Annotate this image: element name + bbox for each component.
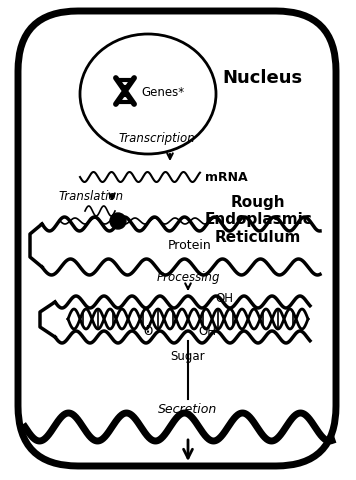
Text: Processing: Processing (156, 271, 220, 284)
FancyBboxPatch shape (18, 12, 336, 466)
Ellipse shape (80, 35, 216, 155)
Text: Rough
Endoplasmic
Reticulum: Rough Endoplasmic Reticulum (204, 194, 312, 244)
Text: Transcription: Transcription (118, 132, 195, 144)
Text: O: O (143, 325, 153, 338)
Text: Translation: Translation (58, 190, 123, 203)
Text: OH: OH (215, 292, 233, 305)
Text: Secretion: Secretion (158, 403, 218, 416)
Text: Sugar: Sugar (171, 349, 205, 362)
Circle shape (110, 214, 126, 229)
Text: Protein: Protein (168, 239, 212, 252)
Text: Genes*: Genes* (141, 85, 184, 98)
Text: mRNA: mRNA (205, 171, 248, 184)
Text: OH: OH (198, 325, 216, 338)
Text: Nucleus: Nucleus (222, 69, 302, 87)
